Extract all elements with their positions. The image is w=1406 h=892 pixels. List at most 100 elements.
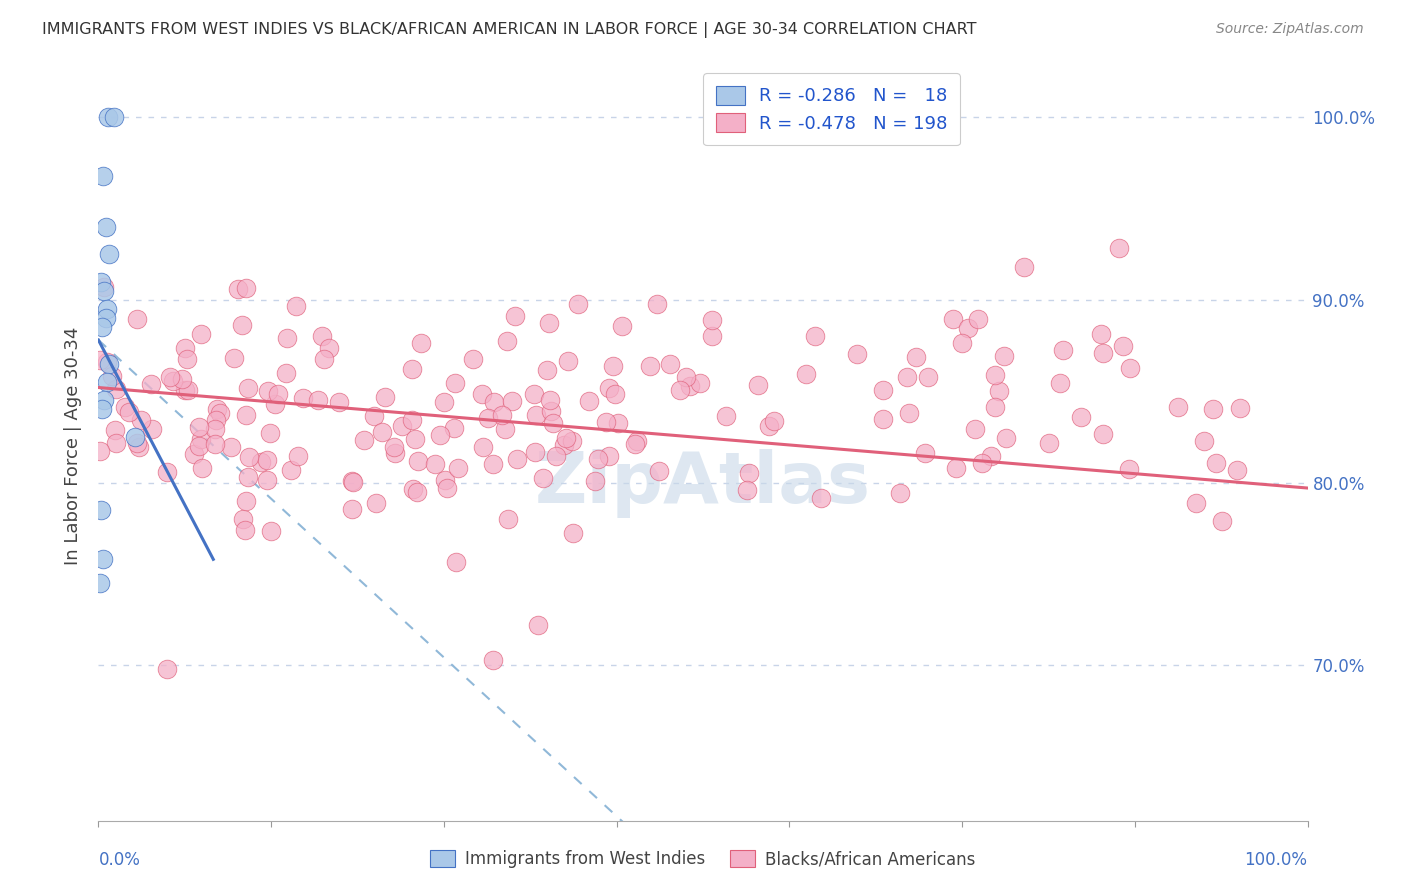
Point [340,502,363,516]
Point [810,491,832,505]
Point [231,318,253,333]
Point [967,312,990,326]
Point [583,474,606,488]
Point [401,361,423,376]
Point [159,370,181,384]
Point [233,523,256,537]
Point [524,408,547,422]
Point [889,485,911,500]
Point [702,329,724,343]
Point [578,394,600,409]
Point [267,387,290,401]
Point [188,420,211,434]
Point [382,440,405,454]
Point [328,394,350,409]
Point [679,379,702,393]
Point [94,219,117,234]
Point [314,352,336,367]
Point [610,319,633,334]
Point [124,430,146,444]
Point [93,284,115,298]
Point [205,413,228,427]
Point [434,473,457,487]
Point [342,475,364,490]
Point [371,425,394,439]
Point [1229,401,1251,415]
Point [562,526,585,541]
Text: 100.0%: 100.0% [1244,851,1308,869]
Point [221,440,243,454]
Point [972,456,994,470]
Point [259,425,281,440]
Point [540,404,562,418]
Point [190,326,212,341]
Point [491,409,513,423]
Point [1090,326,1112,341]
Point [595,416,617,430]
Point [187,438,209,452]
Point [537,316,560,330]
Point [544,449,567,463]
Point [236,470,259,484]
Legend: Immigrants from West Indies, Blacks/African Americans: Immigrants from West Indies, Blacks/Afri… [423,843,983,875]
Point [647,464,669,478]
Point [994,432,1017,446]
Point [1118,462,1140,476]
Point [987,384,1010,399]
Point [482,395,505,409]
Text: IMMIGRANTS FROM WEST INDIES VS BLACK/AFRICAN AMERICAN IN LABOR FORCE | AGE 30-34: IMMIGRANTS FROM WEST INDIES VS BLACK/AFR… [42,22,977,38]
Point [443,421,465,435]
Point [89,353,111,368]
Point [156,465,179,479]
Point [204,437,226,451]
Point [471,386,494,401]
Point [191,461,214,475]
Text: 0.0%: 0.0% [98,851,141,869]
Point [404,433,426,447]
Point [553,438,575,452]
Point [401,482,423,496]
Point [98,357,121,371]
Point [406,454,429,468]
Point [97,110,120,124]
Point [91,169,114,183]
Point [482,653,505,667]
Point [94,311,117,326]
Point [162,374,184,388]
Point [523,444,546,458]
Point [307,393,329,408]
Point [1112,339,1135,353]
Point [104,423,127,437]
Point [538,393,561,408]
Point [758,419,780,434]
Point [557,353,579,368]
Point [603,386,626,401]
Point [896,369,918,384]
Point [287,449,309,463]
Point [96,375,118,389]
Text: ZipAtlas: ZipAtlas [536,449,870,518]
Point [353,433,375,447]
Point [235,493,257,508]
Point [93,393,115,408]
Point [391,418,413,433]
Point [170,372,193,386]
Point [235,281,257,295]
Point [409,335,432,350]
Point [101,368,124,383]
Point [984,400,1007,414]
Point [274,366,297,380]
Point [845,347,868,361]
Point [204,422,226,436]
Point [447,461,470,475]
Point [477,411,499,425]
Point [1119,360,1142,375]
Point [463,351,485,366]
Point [374,390,396,404]
Point [436,481,458,495]
Point [980,449,1002,463]
Point [91,320,114,334]
Point [523,386,546,401]
Point [1185,496,1208,510]
Point [950,336,973,351]
